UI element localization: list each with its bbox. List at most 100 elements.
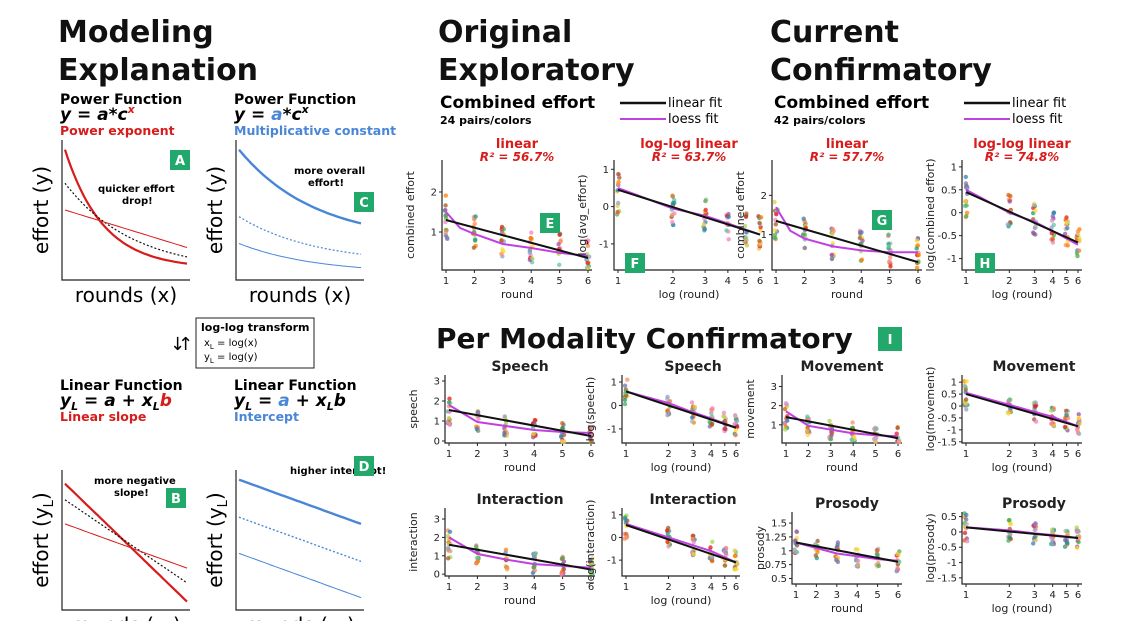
- data-point: [1051, 423, 1057, 429]
- data-point: [531, 431, 536, 437]
- chart-axes: [771, 160, 922, 271]
- data-point: [710, 558, 715, 564]
- data-point: [689, 400, 695, 405]
- ytick-label: 0: [951, 527, 957, 538]
- data-point: [1076, 248, 1082, 253]
- linear-fit: [448, 409, 592, 437]
- ytick-label: 1: [761, 230, 767, 241]
- ytick-label: 1.5: [771, 519, 787, 530]
- xtick-label: 6: [1075, 276, 1081, 287]
- curve-shallow: [64, 209, 188, 248]
- line-reference: [238, 516, 362, 563]
- schematic-title: Linear Function: [60, 378, 183, 394]
- curve-high: [238, 148, 362, 225]
- xtick-label: 3: [828, 449, 834, 460]
- data-point: [888, 264, 893, 269]
- xtick-label: 6: [1075, 449, 1081, 460]
- ytick-label: 3: [434, 377, 440, 388]
- xtick-label: 1: [443, 276, 449, 287]
- linear-fit: [965, 191, 1079, 244]
- xtick-label: 3: [830, 276, 836, 287]
- data-point: [894, 431, 899, 436]
- xtick-label: 3: [1031, 276, 1037, 287]
- schematic-annotation-2: effort!: [308, 178, 344, 189]
- ytick-label: -0.5: [937, 413, 957, 424]
- xtick-label: 2: [1006, 276, 1012, 287]
- data-point: [1076, 415, 1082, 421]
- chart-r2: R² = 63.7%: [652, 150, 727, 164]
- data-point: [732, 553, 738, 559]
- data-point: [732, 421, 737, 427]
- data-point: [560, 439, 565, 444]
- data-point: [849, 437, 854, 442]
- data-point: [724, 228, 729, 233]
- xtick-label: 4: [531, 582, 537, 593]
- chart-xlabel: log (round): [992, 602, 1053, 615]
- xtick-label: 2: [665, 582, 671, 593]
- ytick-label: 2: [431, 188, 437, 199]
- data-point: [1006, 518, 1012, 523]
- data-point: [622, 383, 628, 388]
- data-point: [896, 439, 901, 444]
- chart-xlabel: round: [504, 594, 536, 607]
- data-point: [672, 200, 677, 205]
- data-point: [1050, 237, 1055, 242]
- data-point: [1075, 430, 1081, 436]
- data-point: [1033, 400, 1038, 405]
- data-point: [585, 265, 591, 270]
- data-point: [1033, 225, 1038, 230]
- data-point: [962, 383, 967, 388]
- data-point: [758, 228, 763, 233]
- chart-axes: [444, 508, 595, 577]
- xtick-label: 1: [446, 582, 452, 593]
- badge-G: G: [872, 210, 892, 230]
- xtick-label: 2: [670, 276, 676, 287]
- data-point: [615, 209, 620, 215]
- xtick-label: 5: [1063, 449, 1069, 460]
- data-point: [876, 563, 881, 568]
- chart-ylabel: log(speech): [584, 377, 597, 442]
- data-point: [875, 552, 880, 557]
- chart-title: linear: [826, 137, 869, 152]
- chart-title: Interaction: [649, 492, 736, 508]
- chart-ylabel: log(movement): [924, 367, 937, 452]
- data-point: [894, 569, 899, 574]
- data-point: [742, 223, 748, 229]
- xtick-label: 4: [528, 276, 534, 287]
- xtick-label: 4: [858, 276, 864, 287]
- chart-ylabel: speech: [407, 389, 420, 428]
- loess-fit: [445, 211, 589, 257]
- data-point: [886, 232, 891, 237]
- xtick-label: 1: [963, 449, 969, 460]
- data-point: [476, 416, 481, 421]
- data-point: [722, 563, 728, 568]
- data-point: [964, 214, 969, 219]
- heading-modeling-2: Explanation: [58, 53, 258, 88]
- xtick-label: 1: [963, 276, 969, 287]
- data-point: [691, 533, 696, 538]
- ytick-label: 0: [434, 570, 440, 581]
- chart-title: log-log linear: [973, 137, 1071, 152]
- chart-xlabel: round: [831, 602, 863, 615]
- data-point: [530, 256, 535, 261]
- ytick-label: -1: [947, 254, 957, 265]
- chart-movement: 1 2 3 1 2 3 4 5 6 round movement Movement: [744, 359, 902, 474]
- heading-current-1: Current: [770, 15, 899, 50]
- data-point: [964, 407, 969, 412]
- data-point: [964, 210, 970, 215]
- xtick-label: 2: [471, 276, 477, 287]
- xtick-label: 2: [813, 590, 819, 601]
- xtick-label: 3: [503, 449, 509, 460]
- data-point: [785, 418, 790, 423]
- ytick-label: -1: [607, 424, 617, 435]
- ytick-label: 1: [771, 420, 777, 431]
- data-point: [724, 552, 729, 558]
- arrow-down-icon: ↓: [170, 334, 185, 355]
- data-point: [1077, 421, 1082, 426]
- data-point: [805, 414, 810, 419]
- schematic-axes: [235, 140, 364, 281]
- ytick-label: 0.75: [765, 560, 787, 571]
- chart-ylabel: log(combined effort): [924, 158, 937, 271]
